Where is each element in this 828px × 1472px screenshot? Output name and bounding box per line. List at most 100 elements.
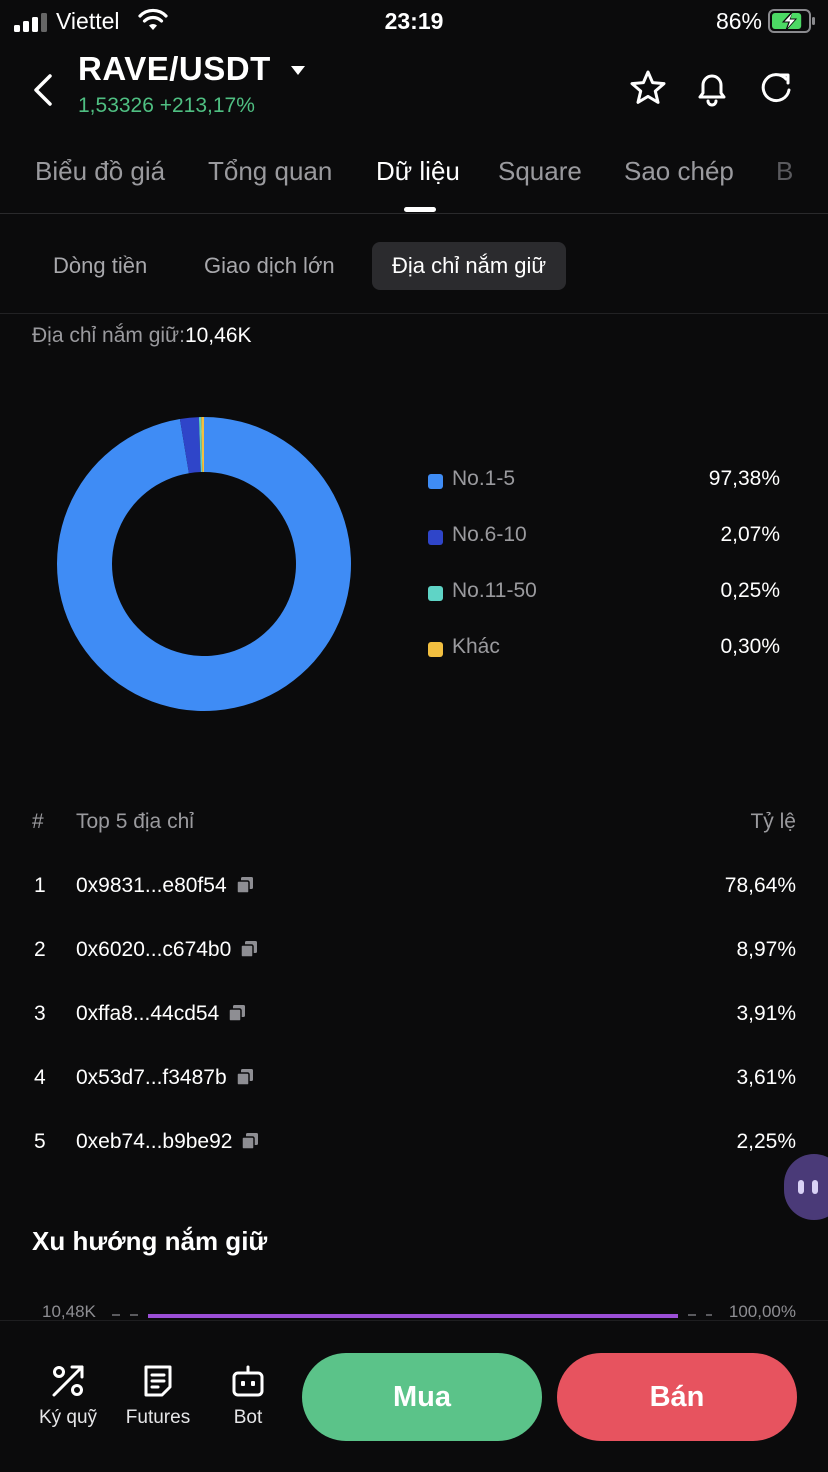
row-rank: 3	[34, 1002, 46, 1025]
address-text: 0x53d7...f3487b	[76, 1066, 227, 1089]
carrier-name: Viettel	[56, 8, 120, 34]
margin-icon	[52, 1365, 84, 1397]
address-text: 0xffa8...44cd54	[76, 1002, 220, 1025]
legend-value: 0,30%	[720, 635, 780, 658]
table-row: 1 0x9831...e80f54 78,64%	[32, 870, 796, 910]
bot-icon	[232, 1365, 264, 1397]
subtab-cash-flow[interactable]: Dòng tiền	[53, 253, 148, 278]
nav-futures[interactable]: Futures	[118, 1363, 198, 1429]
tab-copy[interactable]: Sao chép	[624, 156, 734, 186]
table-row: 5 0xeb74...b9be92 2,25%	[32, 1126, 796, 1166]
legend-swatch	[428, 530, 443, 545]
copy-icon[interactable]	[229, 1005, 246, 1021]
sell-button[interactable]: Bán	[557, 1353, 797, 1441]
row-rank: 1	[34, 874, 46, 897]
signal-icon	[14, 13, 47, 32]
address-text: 0xeb74...b9be92	[76, 1130, 233, 1153]
copy-icon[interactable]	[242, 1133, 259, 1149]
trend-y-left-label: 10,48K	[42, 1302, 96, 1320]
active-tab-indicator	[404, 207, 436, 212]
ratio-column-header: Tỷ lệ	[750, 810, 796, 833]
row-rank: 2	[34, 938, 46, 961]
row-percent: 8,97%	[736, 938, 796, 961]
copy-icon[interactable]	[236, 1069, 253, 1085]
row-address: 0x9831...e80f54	[76, 874, 253, 898]
buy-button[interactable]: Mua	[302, 1353, 542, 1441]
donut-slice-2	[179, 417, 201, 474]
copy-icon[interactable]	[236, 877, 253, 893]
bubble-eye-icon	[798, 1180, 804, 1194]
legend-item: No.6-10 2,07%	[428, 520, 780, 576]
back-button[interactable]	[24, 66, 64, 114]
row-percent: 78,64%	[724, 874, 796, 897]
nav-bot[interactable]: Bot	[208, 1363, 288, 1429]
tab-data[interactable]: Dữ liệu	[376, 156, 460, 186]
tab-overview[interactable]: Tổng quan	[208, 156, 333, 186]
holders-donut-chart	[57, 417, 352, 711]
battery-charging-icon	[768, 9, 815, 33]
holders-count: Địa chỉ nắm giữ:10,46K	[32, 324, 252, 348]
holders-count-value: 10,46K	[184, 324, 252, 347]
row-percent: 2,25%	[736, 1130, 796, 1153]
address-column-header: Top 5 địa chỉ	[76, 810, 194, 833]
row-percent: 3,61%	[736, 1066, 796, 1089]
table-row: 4 0x53d7...f3487b 3,61%	[32, 1062, 796, 1102]
nav-margin[interactable]: Ký quỹ	[28, 1363, 108, 1429]
price-change: 1,53326 +213,17%	[78, 94, 255, 117]
rank-column-header: #	[32, 810, 44, 833]
address-text: 0x6020...c674b0	[76, 938, 232, 961]
trend-gridline	[112, 1314, 712, 1318]
tab-price-chart[interactable]: Biểu đồ giá	[35, 156, 166, 186]
star-icon[interactable]	[628, 68, 668, 108]
subtab-large-trades[interactable]: Giao dịch lớn	[204, 253, 335, 278]
legend-item: No.1-5 97,38%	[428, 464, 780, 520]
status-bar: Viettel 23:19 86%	[0, 0, 828, 44]
legend-label: No.1-5	[452, 467, 516, 490]
wifi-icon	[138, 8, 168, 30]
legend-value: 0,25%	[720, 579, 780, 602]
row-address: 0x53d7...f3487b	[76, 1066, 253, 1090]
nav-margin-label: Ký quỹ	[38, 1407, 98, 1428]
trend-section-title: Xu hướng nắm giữ	[32, 1226, 268, 1256]
bubble-eye-icon	[812, 1180, 818, 1194]
donut-slice-1	[57, 417, 352, 711]
top-holders-header: # Top 5 địa chỉ Tỷ lệ	[32, 810, 796, 842]
table-row: 2 0x6020...c674b0 8,97%	[32, 934, 796, 974]
refresh-icon[interactable]	[756, 68, 796, 108]
legend-swatch	[428, 474, 443, 489]
legend-item: Khác 0,30%	[428, 632, 780, 688]
assistant-bubble-button[interactable]	[784, 1154, 828, 1220]
legend-swatch	[428, 586, 443, 601]
nav-bot-label: Bot	[233, 1407, 263, 1428]
pair-header: RAVE/USDT 1,53326 +213,17%	[0, 44, 828, 140]
copy-icon[interactable]	[241, 941, 258, 957]
row-percent: 3,91%	[736, 1002, 796, 1025]
battery-percent: 86%	[715, 8, 762, 34]
legend-label: No.6-10	[452, 523, 527, 546]
bottom-action-bar: Ký quỹ Futures Bot Mua Bán	[0, 1320, 828, 1472]
nav-futures-label: Futures	[125, 1407, 191, 1428]
sub-tabs: Dòng tiền Giao dịch lớn Địa chỉ nắm giữ	[0, 214, 828, 314]
row-address: 0xffa8...44cd54	[76, 1002, 246, 1026]
pair-title[interactable]: RAVE/USDT	[78, 50, 271, 87]
bell-icon[interactable]	[692, 68, 732, 108]
legend-value: 2,07%	[720, 523, 780, 546]
row-address: 0x6020...c674b0	[76, 938, 258, 962]
legend-label: No.11-50	[452, 579, 537, 602]
address-text: 0x9831...e80f54	[76, 874, 227, 897]
legend-value: 97,38%	[708, 467, 780, 490]
trend-y-right-label: 100,00%	[728, 1302, 796, 1320]
subtab-holder-addresses[interactable]: Địa chỉ nắm giữ	[372, 242, 567, 290]
caret-down-icon[interactable]	[288, 60, 308, 80]
row-rank: 4	[34, 1066, 46, 1089]
tab-overflow[interactable]: B	[776, 156, 794, 186]
row-address: 0xeb74...b9be92	[76, 1130, 259, 1154]
legend-swatch	[428, 642, 443, 657]
clock: 23:19	[384, 8, 444, 34]
row-rank: 5	[34, 1130, 46, 1153]
holders-count-label: Địa chỉ nắm giữ:	[32, 324, 185, 347]
legend-label: Khác	[452, 635, 500, 658]
tab-square[interactable]: Square	[498, 156, 582, 186]
donut-slice-4	[201, 417, 204, 473]
table-row: 3 0xffa8...44cd54 3,91%	[32, 998, 796, 1038]
